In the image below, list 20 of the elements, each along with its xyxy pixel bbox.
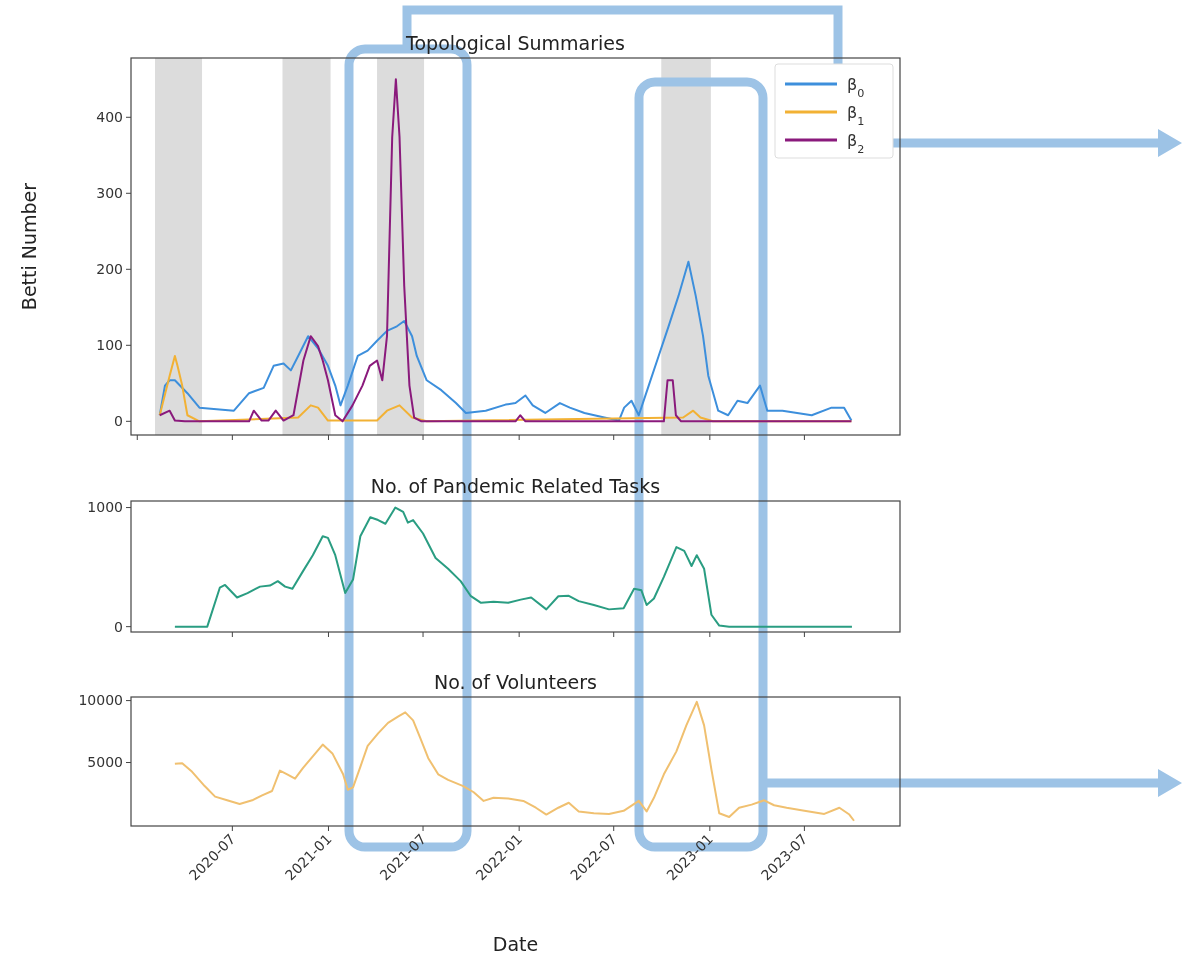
y-tick-label: 5000 [87,754,123,771]
y-tick-label: 0 [114,413,123,430]
line-series [173,506,853,628]
y-tick-label: 1000 [87,499,123,516]
y-tick-label: 10000 [78,692,123,709]
legend-label: β$_{2}$ [847,130,865,156]
y-axis-title: Betti Number [18,182,40,311]
line-series [158,260,853,422]
y-tick-label: 400 [96,109,123,126]
y-tick-label: 300 [96,185,123,202]
legend-label: β$_{0}$ [847,74,865,100]
chart-title: No. of Volunteers [434,671,597,693]
chart-title: No. of Pandemic Related Tasks [370,475,661,497]
y-tick-label: 100 [96,337,123,354]
line-series [173,700,856,822]
chart-title: Topological Summaries [405,32,625,54]
y-tick-label: 0 [114,618,123,635]
legend-label: β$_{1}$ [847,102,865,128]
y-tick-label: 200 [96,261,123,278]
x-axis-title: Date [492,933,539,955]
